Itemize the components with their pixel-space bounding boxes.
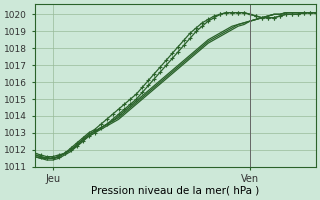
X-axis label: Pression niveau de la mer( hPa ): Pression niveau de la mer( hPa ) bbox=[91, 186, 260, 196]
